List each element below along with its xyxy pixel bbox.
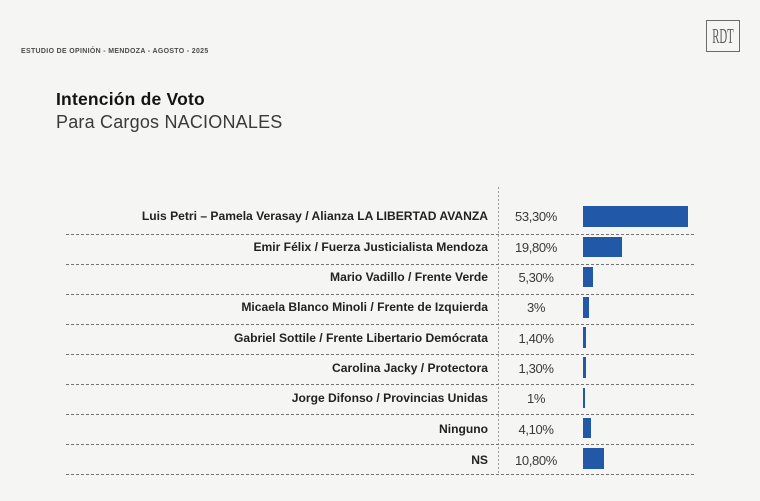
svg-text:RDT: RDT xyxy=(712,24,734,48)
